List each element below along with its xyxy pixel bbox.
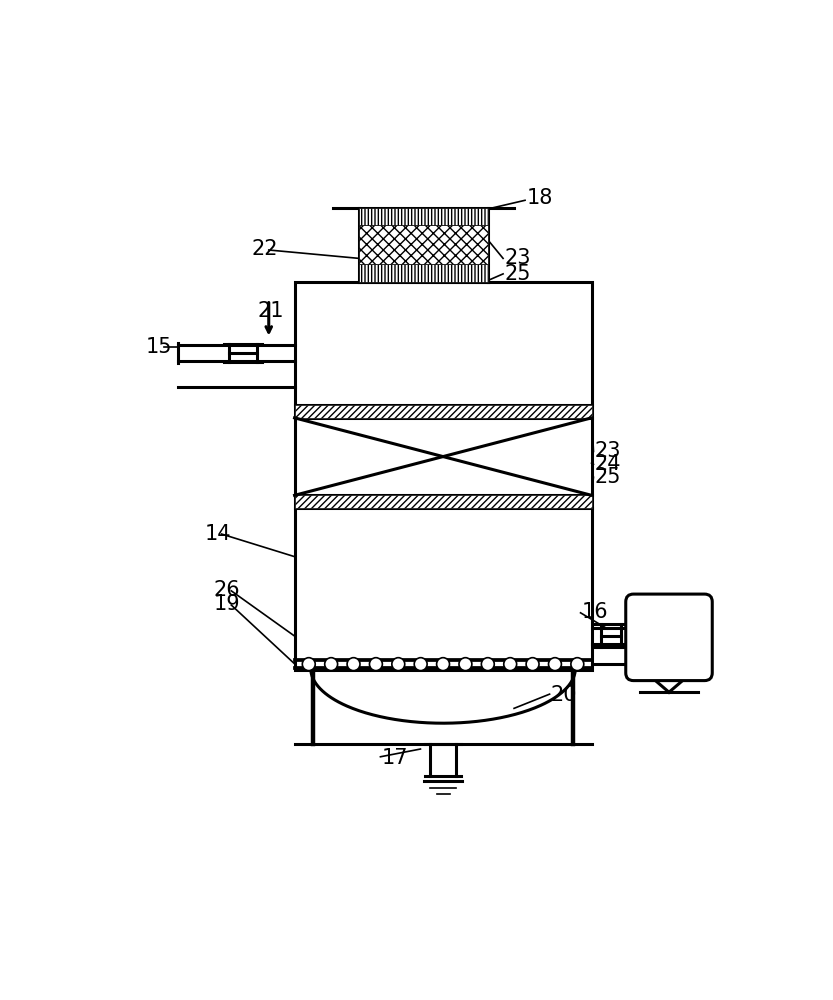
Text: 23: 23 [504, 248, 531, 268]
Circle shape [302, 658, 315, 671]
Text: 19: 19 [214, 594, 241, 614]
Text: 6: 6 [661, 624, 677, 650]
Text: 14: 14 [204, 524, 231, 544]
Circle shape [459, 658, 471, 671]
FancyBboxPatch shape [626, 594, 712, 681]
Bar [295, 282, 591, 670]
Text: 24: 24 [595, 454, 621, 474]
Circle shape [392, 658, 405, 671]
Circle shape [325, 658, 337, 671]
Text: 25: 25 [504, 264, 531, 284]
Bar [359, 208, 488, 225]
Text: 20: 20 [551, 685, 577, 705]
Bar [359, 264, 488, 282]
Circle shape [526, 658, 539, 671]
Circle shape [548, 658, 561, 671]
Text: 15: 15 [146, 337, 172, 357]
Text: 23: 23 [595, 441, 621, 461]
Text: 16: 16 [581, 602, 608, 622]
Circle shape [370, 658, 382, 671]
Circle shape [436, 658, 450, 671]
Text: 18: 18 [527, 188, 553, 208]
Bar [359, 225, 488, 264]
Circle shape [481, 658, 494, 671]
Circle shape [504, 658, 516, 671]
Bar [295, 495, 591, 508]
Text: 26: 26 [214, 580, 241, 600]
Circle shape [347, 658, 360, 671]
Text: 22: 22 [252, 239, 278, 259]
Text: 17: 17 [382, 748, 408, 768]
Text: 21: 21 [257, 301, 283, 321]
Bar [295, 405, 591, 418]
Text: 25: 25 [595, 467, 621, 487]
Circle shape [571, 658, 584, 671]
Circle shape [414, 658, 427, 671]
